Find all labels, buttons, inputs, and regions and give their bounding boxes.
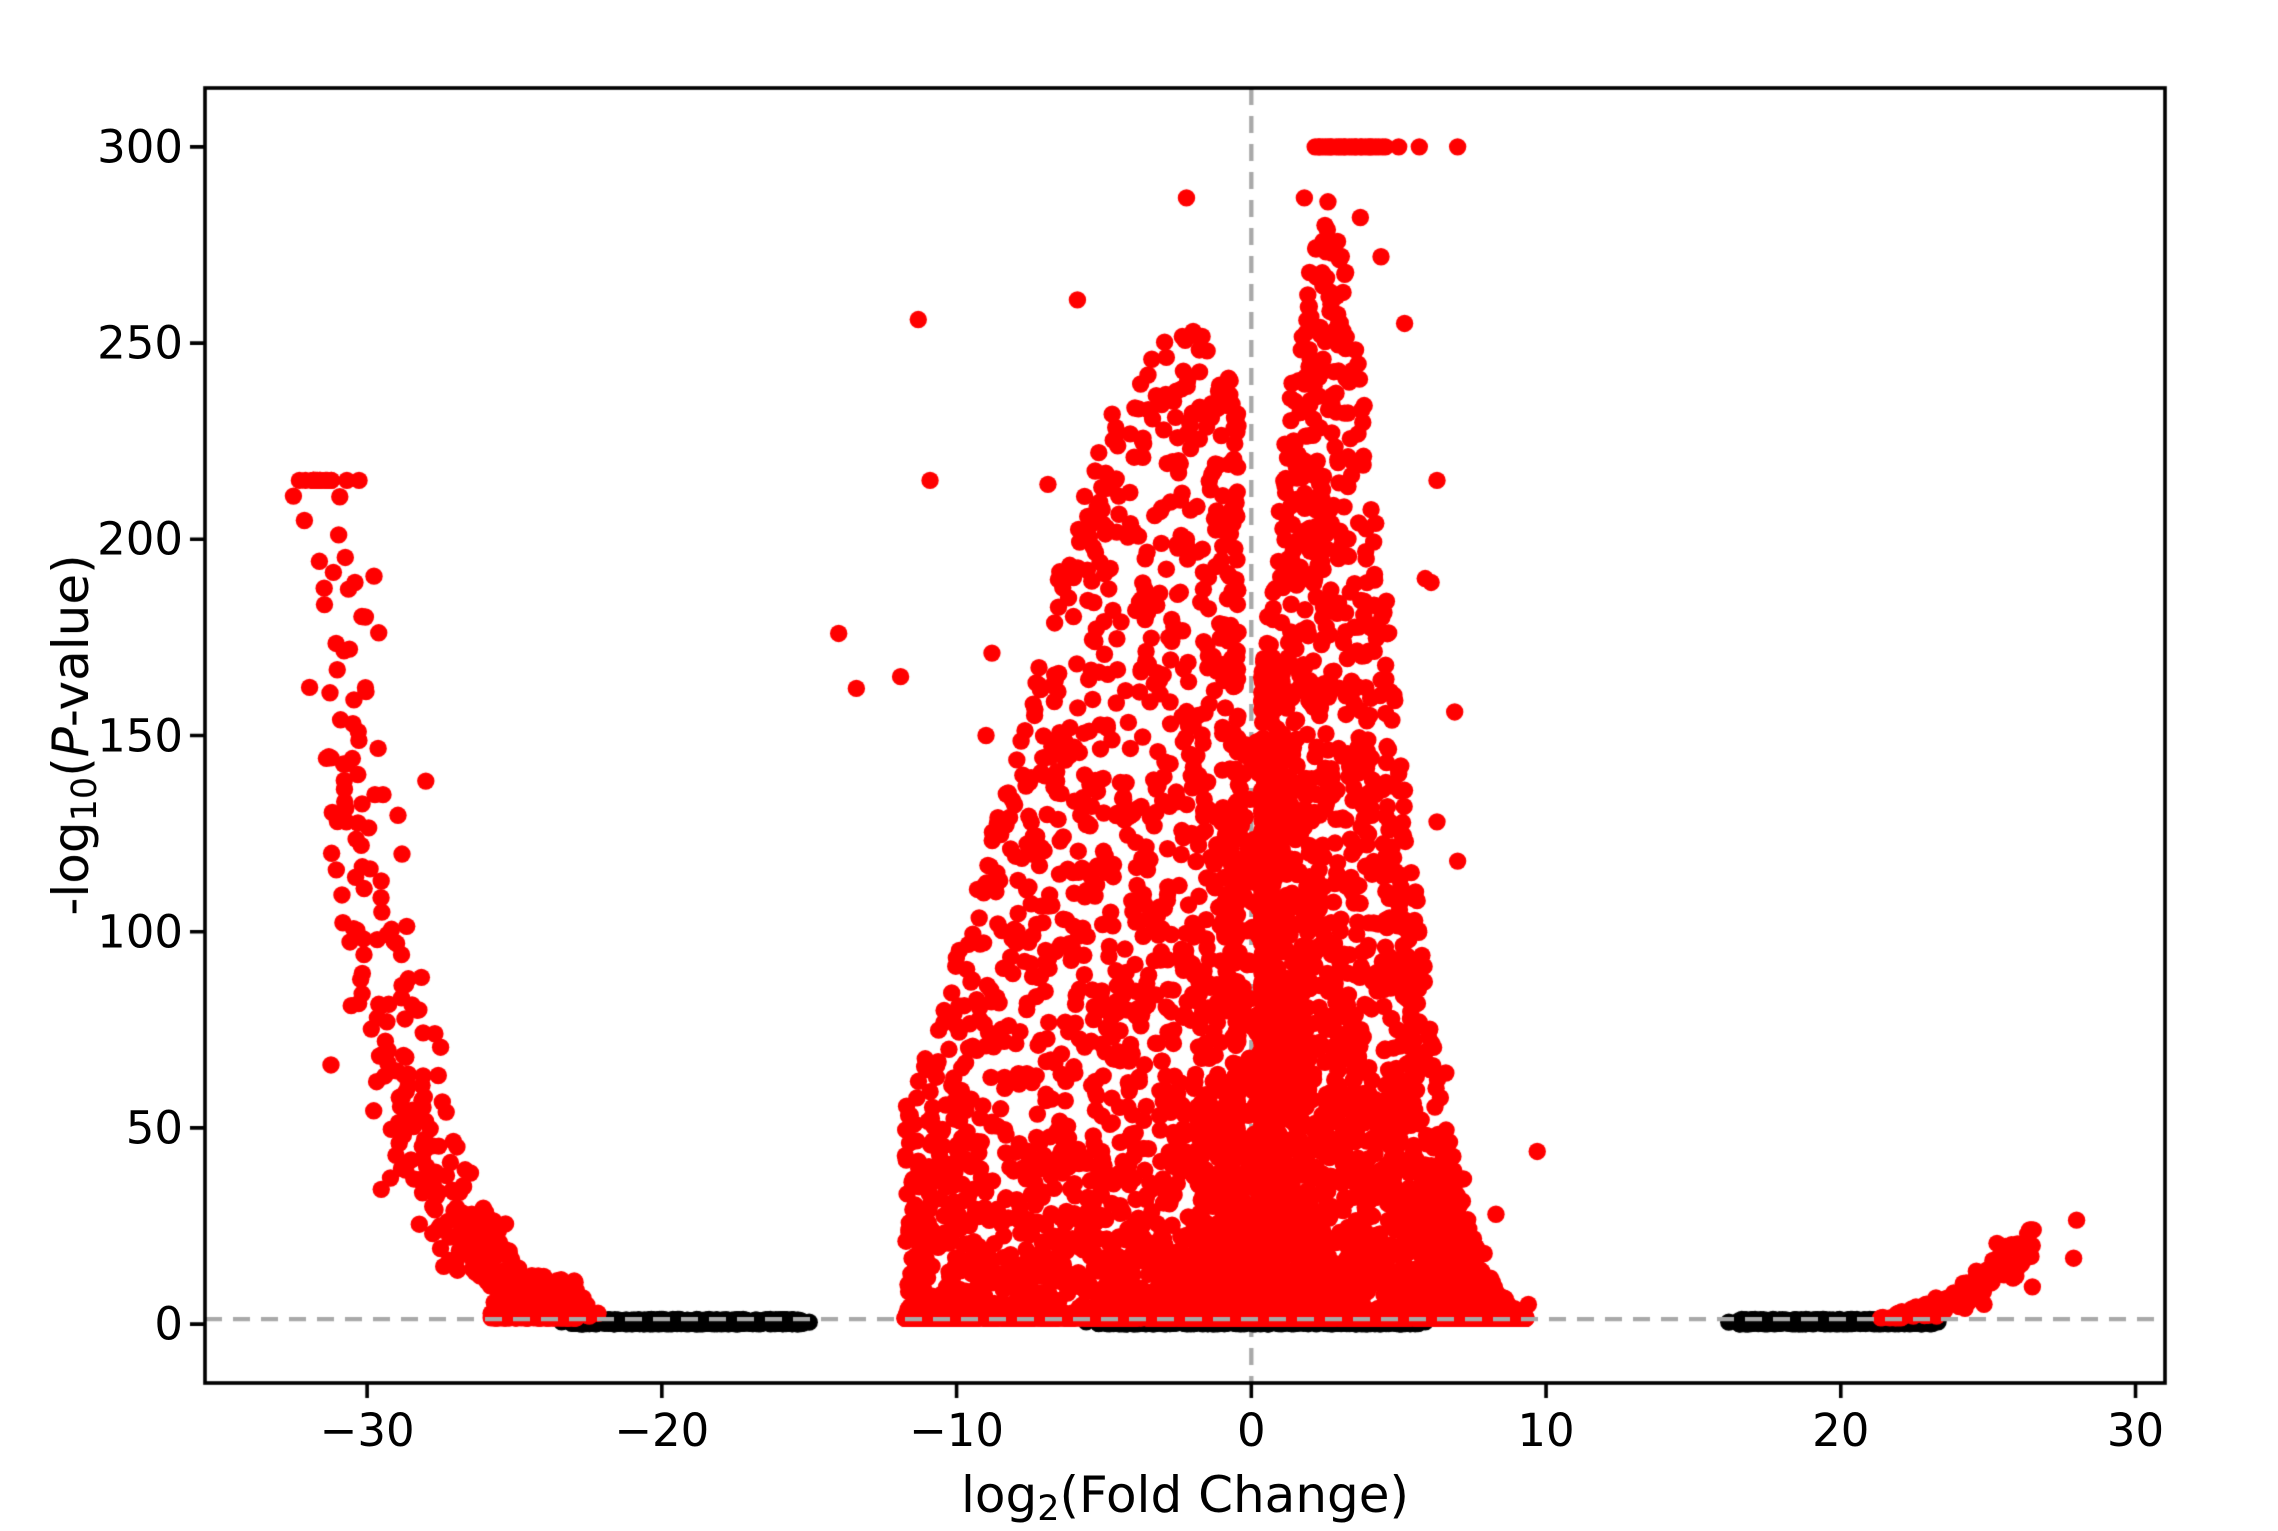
y-axis-label-close: -value) (42, 554, 100, 728)
y-axis-label: -log10(P-value) (42, 554, 105, 915)
y-tick-label: 0 (154, 1297, 183, 1351)
x-tick-label: −20 (614, 1404, 710, 1457)
y-axis-label-base: -log (42, 821, 100, 916)
x-axis-label-subscript: 2 (1037, 1488, 1060, 1529)
x-axis-label: log2(Fold Change) (961, 1470, 1409, 1526)
y-tick-label: 100 (97, 905, 183, 959)
x-tick-label: 0 (1236, 1404, 1266, 1457)
y-axis-label-open-paren: ( (42, 757, 100, 777)
y-tick-label: 150 (97, 709, 183, 762)
x-tick-label: −10 (909, 1404, 1005, 1457)
x-tick-label: 30 (2106, 1404, 2165, 1457)
y-tick-label: 50 (125, 1101, 183, 1155)
x-tick-label: 20 (1812, 1404, 1870, 1457)
x-axis-label-rest: (Fold Change) (1059, 1466, 1410, 1524)
y-axis-label-pvalue-symbol: P (42, 727, 100, 758)
x-tick-label: 10 (1517, 1404, 1575, 1457)
y-tick-label: 200 (97, 512, 183, 566)
y-tick-label: 250 (97, 316, 183, 370)
y-axis-label-subscript: 10 (64, 776, 105, 822)
x-tick-label: −30 (319, 1404, 415, 1457)
x-axis-label-base: log (960, 1466, 1038, 1524)
y-tick-label: 300 (97, 120, 183, 174)
